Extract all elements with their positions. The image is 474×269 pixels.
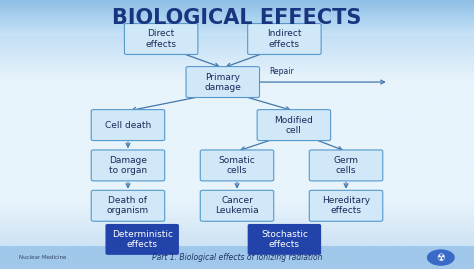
Text: Deterministic
effects: Deterministic effects <box>112 230 173 249</box>
Text: Part 1. Biological effects of ionizing radiation: Part 1. Biological effects of ionizing r… <box>152 253 322 262</box>
Text: Cancer
Leukemia: Cancer Leukemia <box>215 196 259 215</box>
FancyBboxPatch shape <box>200 190 274 221</box>
Text: Cell death: Cell death <box>105 121 151 130</box>
Text: Somatic
cells: Somatic cells <box>219 156 255 175</box>
FancyBboxPatch shape <box>91 150 165 181</box>
FancyBboxPatch shape <box>309 190 383 221</box>
Text: Repair: Repair <box>270 67 294 76</box>
Text: BIOLOGICAL EFFECTS: BIOLOGICAL EFFECTS <box>112 8 362 28</box>
Circle shape <box>428 250 454 265</box>
Text: Modified
cell: Modified cell <box>274 116 313 134</box>
FancyBboxPatch shape <box>105 224 179 255</box>
Text: ☢: ☢ <box>437 253 445 263</box>
Text: Germ
cells: Germ cells <box>334 156 358 175</box>
FancyBboxPatch shape <box>200 150 274 181</box>
FancyBboxPatch shape <box>247 224 321 255</box>
Text: Damage
to organ: Damage to organ <box>109 156 147 175</box>
Text: Primary
damage: Primary damage <box>204 73 241 91</box>
FancyBboxPatch shape <box>247 24 321 54</box>
FancyBboxPatch shape <box>309 150 383 181</box>
FancyBboxPatch shape <box>257 110 331 140</box>
Text: Death of
organism: Death of organism <box>107 196 149 215</box>
FancyBboxPatch shape <box>186 67 259 98</box>
FancyBboxPatch shape <box>124 24 198 54</box>
FancyBboxPatch shape <box>91 190 165 221</box>
FancyBboxPatch shape <box>91 110 165 140</box>
Text: Nuclear Medicine: Nuclear Medicine <box>19 255 66 260</box>
Text: Hereditary
effects: Hereditary effects <box>322 196 370 215</box>
Text: Stochastic
effects: Stochastic effects <box>261 230 308 249</box>
Text: Indirect
effects: Indirect effects <box>267 30 301 48</box>
Text: Direct
effects: Direct effects <box>146 30 177 48</box>
